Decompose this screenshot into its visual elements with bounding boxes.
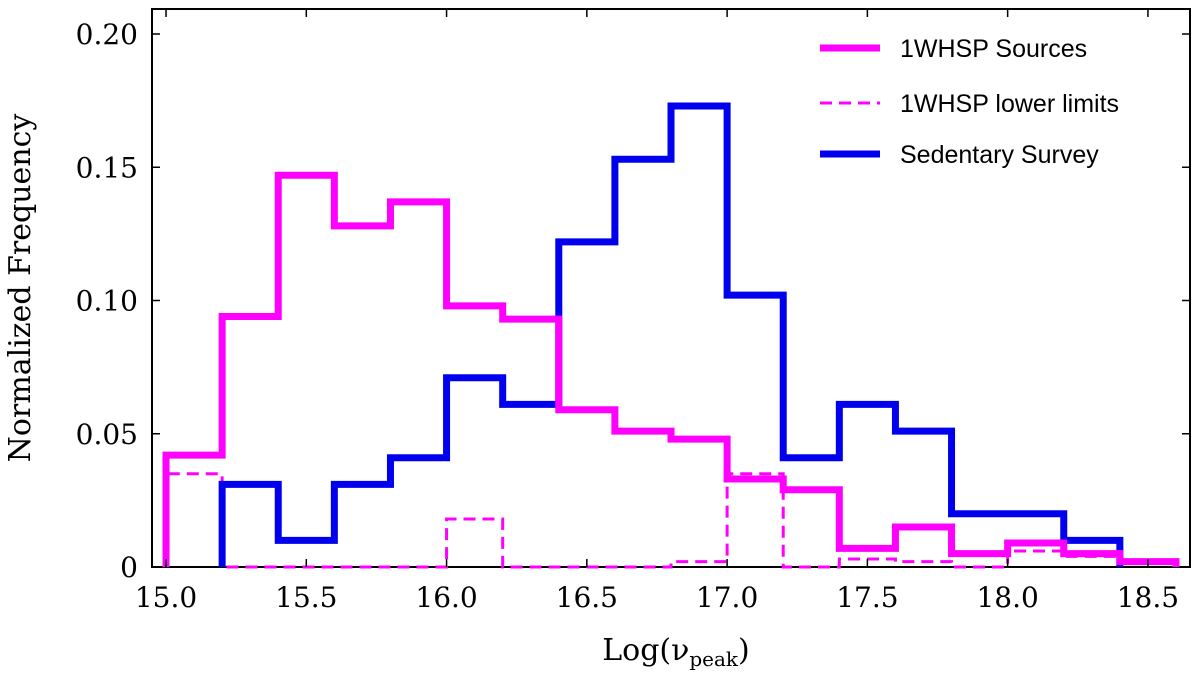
- y-tick-label: 0.05: [76, 418, 138, 451]
- y-tick-label: 0: [120, 551, 138, 584]
- legend: 1WHSP Sources 1WHSP lower limits Sedentary…: [820, 35, 1119, 169]
- x-tick-label: 16.5: [556, 581, 618, 614]
- series-sedentary-survey: [218, 102, 1124, 567]
- x-tick-label: 15.5: [275, 581, 337, 614]
- x-tick-label: 17.0: [696, 581, 758, 614]
- y-axis-title: Normalized Frequency: [3, 114, 38, 463]
- y-tick-label: 0.10: [76, 285, 138, 318]
- x-axis-title-subscript: peak: [689, 647, 739, 671]
- y-tick-label: 0.20: [76, 18, 138, 51]
- x-tick-label: 18.5: [1117, 581, 1179, 614]
- series-layer: [162, 102, 1180, 569]
- legend-label: 1WHSP Sources: [900, 35, 1087, 63]
- legend-label: 1WHSP lower limits: [900, 90, 1119, 118]
- axis-ticks: 15.0 15.5 16.0 16.5 17.0 17.5 18.0 18.5 0 0.05 0.1…: [76, 9, 1190, 614]
- x-tick-label: 17.5: [836, 581, 898, 614]
- x-tick-label: 16.0: [415, 581, 477, 614]
- series-1whsp-sources: [162, 171, 1180, 567]
- x-axis-title: Log(νpeak): [602, 633, 750, 671]
- y-tick-label: 0.15: [76, 151, 138, 184]
- x-tick-label: 15.0: [135, 581, 197, 614]
- x-tick-label: 18.0: [976, 581, 1038, 614]
- legend-label: Sedentary Survey: [900, 141, 1099, 169]
